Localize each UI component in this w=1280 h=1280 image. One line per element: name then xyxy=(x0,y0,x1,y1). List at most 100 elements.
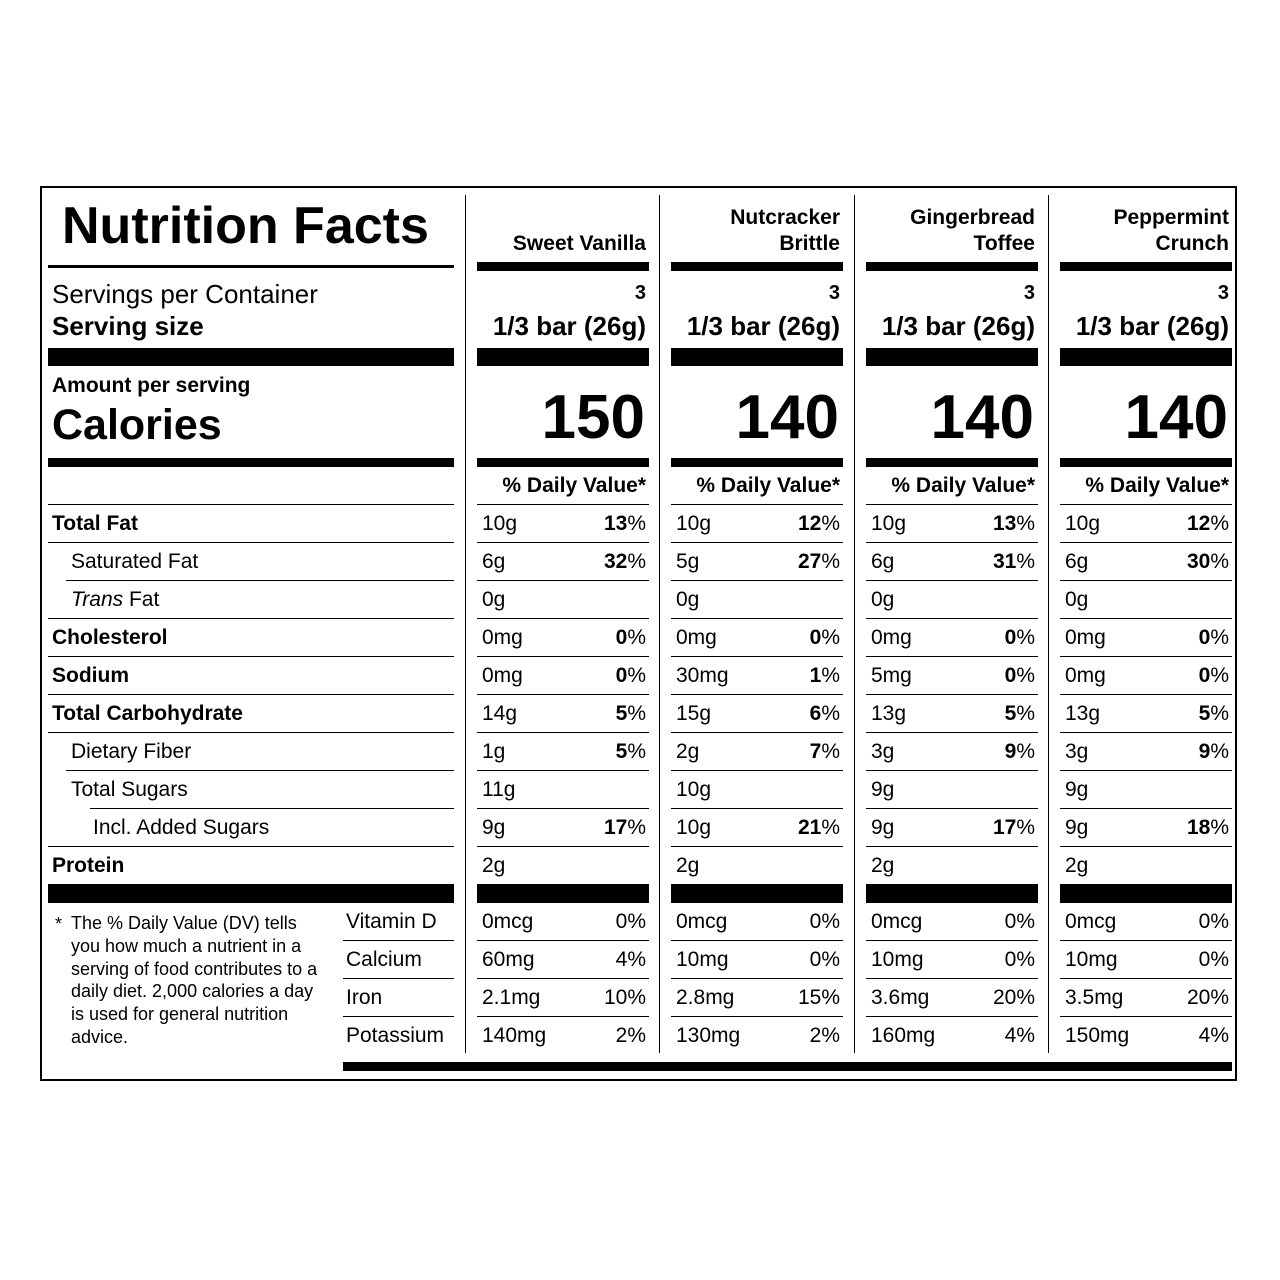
product-row-rule xyxy=(866,846,1038,847)
nutrient-amount: 5g xyxy=(676,550,700,573)
nutrient-amount: 3g xyxy=(1065,740,1089,763)
daily-value-percent-sign: % xyxy=(821,740,840,763)
product-mineral-rule xyxy=(671,1016,843,1017)
mineral-daily-value: 20% xyxy=(992,986,1035,1009)
nutrient-daily-value: 31% xyxy=(935,551,1035,572)
nutrient-daily-value: 12% xyxy=(740,513,840,534)
mineral-amount: 3.5mg xyxy=(1065,986,1124,1009)
mineral-amount: 2.8mg xyxy=(676,986,735,1009)
product-name-line1: Nutcracker xyxy=(730,206,840,229)
nutrient-daily-value: 0% xyxy=(935,665,1035,686)
column-divider xyxy=(659,195,660,1053)
nutrient-label-text: Protein xyxy=(52,854,125,877)
nutrient-amount: 0mg xyxy=(1065,626,1106,649)
product-row-rule xyxy=(1060,770,1232,771)
product-mineral-rule xyxy=(1060,940,1232,941)
nutrient-label-text: Sodium xyxy=(52,664,129,687)
product-row-rule xyxy=(671,694,843,695)
nutrient-row-rule xyxy=(48,694,454,695)
daily-value-percent-sign: % xyxy=(821,626,840,649)
mineral-row-rule xyxy=(343,940,454,941)
product-row-rule xyxy=(1060,580,1232,581)
product-name-line2: Brittle xyxy=(779,232,840,255)
daily-value-number: 13 xyxy=(992,512,1017,535)
product-mineral-rule xyxy=(866,1016,1038,1017)
nutrient-amount: 9g xyxy=(482,816,506,839)
nutrient-daily-value: 7% xyxy=(740,741,840,762)
nutrient-daily-value: 5% xyxy=(935,703,1035,724)
nutrient-row-rule xyxy=(66,580,454,581)
nutrient-label-text: Saturated Fat xyxy=(71,550,199,573)
product-header-rule xyxy=(671,262,843,271)
nutrient-row-rule xyxy=(48,656,454,657)
daily-value-number: 5 xyxy=(615,740,628,763)
nutrient-amount: 2g xyxy=(676,740,700,763)
product-dv-rule xyxy=(477,504,649,505)
footnote-text: The % Daily Value (DV) tells you how muc… xyxy=(71,913,318,1047)
nutrient-amount: 2g xyxy=(871,854,895,877)
nutrient-daily-value: 17% xyxy=(935,817,1035,838)
daily-value-number: 6 xyxy=(809,702,822,725)
nutrient-amount: 10g xyxy=(676,512,712,535)
product-protein-rule xyxy=(1060,884,1232,903)
product-row-rule xyxy=(866,542,1038,543)
nutrient-daily-value: 18% xyxy=(1129,817,1229,838)
product-row-rule xyxy=(1060,656,1232,657)
daily-value-number: 0 xyxy=(1004,626,1017,649)
nutrient-amount: 0g xyxy=(676,588,700,611)
mineral-daily-value: 15% xyxy=(797,986,840,1009)
mineral-daily-value: 0% xyxy=(1004,948,1035,971)
nutrient-amount: 6g xyxy=(871,550,895,573)
mineral-amount: 2.1mg xyxy=(482,986,541,1009)
servings-per-container-label: Servings per Container xyxy=(52,279,318,309)
mineral-daily-value: 4% xyxy=(1004,1024,1035,1047)
nutrient-daily-value: 0% xyxy=(1129,627,1229,648)
mineral-amount: 130mg xyxy=(676,1024,741,1047)
nutrient-amount: 10g xyxy=(482,512,518,535)
mineral-daily-value: 10% xyxy=(603,986,646,1009)
page-title: Nutrition Facts xyxy=(62,197,429,255)
nutrient-label-4: Sodium xyxy=(52,665,129,686)
nutrient-label-3: Cholesterol xyxy=(52,627,168,648)
daily-value-number: 0 xyxy=(615,626,628,649)
nutrient-amount: 10g xyxy=(676,778,712,801)
daily-value-percent-sign: % xyxy=(627,626,646,649)
mineral-daily-value: 0% xyxy=(1198,948,1229,971)
nutrient-row-rule xyxy=(48,618,454,619)
mineral-daily-value: 4% xyxy=(615,948,646,971)
product-row-rule xyxy=(866,770,1038,771)
nutrient-amount: 0mg xyxy=(676,626,717,649)
nutrient-label-italic: Trans xyxy=(71,588,124,611)
nutrient-label-5: Total Carbohydrate xyxy=(52,703,243,724)
nutrient-amount: 2g xyxy=(482,854,506,877)
nutrient-amount: 10g xyxy=(676,816,712,839)
nutrient-label-6: Dietary Fiber xyxy=(71,741,191,762)
product-protein-rule xyxy=(866,884,1038,903)
product-name-line2: Toffee xyxy=(973,232,1035,255)
nutrient-daily-value: 0% xyxy=(740,627,840,648)
product-mineral-rule xyxy=(1060,978,1232,979)
nutrient-daily-value: 0% xyxy=(546,665,646,686)
daily-value-percent-sign: % xyxy=(627,740,646,763)
product-row-rule xyxy=(1060,732,1232,733)
product-row-rule xyxy=(477,694,649,695)
product-row-rule xyxy=(1060,542,1232,543)
nutrient-daily-value: 27% xyxy=(740,551,840,572)
serving-size-label: Serving size xyxy=(52,311,204,341)
daily-value-percent-sign: % xyxy=(1016,550,1035,573)
nutrient-amount: 30mg xyxy=(676,664,729,687)
nutrient-label-2: Trans Fat xyxy=(71,589,159,610)
daily-value-number: 1 xyxy=(809,664,822,687)
daily-value-number: 0 xyxy=(1198,664,1211,687)
product-calories-rule xyxy=(477,458,649,467)
daily-value-header: % Daily Value* xyxy=(891,474,1035,497)
nutrient-amount: 2g xyxy=(676,854,700,877)
daily-value-percent-sign: % xyxy=(1210,664,1229,687)
product-row-rule xyxy=(477,618,649,619)
mineral-amount: 0mcg xyxy=(676,910,728,933)
mineral-amount: 3.6mg xyxy=(871,986,930,1009)
product-calories: 140 xyxy=(930,383,1034,452)
daily-value-number: 17 xyxy=(992,816,1017,839)
nutrient-label-text: Incl. Added Sugars xyxy=(93,816,270,839)
nutrient-amount: 0mg xyxy=(871,626,912,649)
